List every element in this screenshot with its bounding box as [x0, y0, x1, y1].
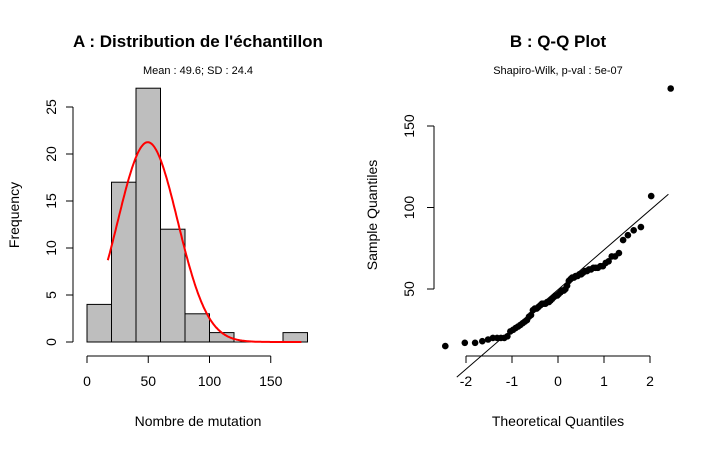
x-tick-label: -1 [506, 373, 519, 389]
panel-b-qq-plot: B : Q-Q Plot Shapiro-Wilk, p-val : 5e-07… [364, 32, 674, 429]
y-tick-label: 100 [401, 196, 417, 220]
qq-point [504, 333, 511, 340]
qq-point [471, 339, 479, 347]
qq-point [630, 227, 637, 234]
qq-points [442, 85, 674, 350]
qq-reference-line [456, 193, 669, 378]
qq-point [647, 192, 655, 200]
panel-b-y-ticks: 50 100 150 [401, 114, 434, 297]
x-tick-label: 0 [554, 373, 562, 389]
qq-point [605, 258, 612, 265]
panel-b-x-label: Theoretical Quantiles [492, 413, 624, 429]
qq-point [667, 85, 674, 92]
panel-b-subtitle: Shapiro-Wilk, p-val : 5e-07 [493, 65, 623, 77]
x-tick-label: 0 [83, 373, 91, 389]
x-tick-label: 2 [646, 373, 654, 389]
panel-b-title: B : Q-Q Plot [510, 32, 607, 51]
x-tick-label: 1 [600, 373, 608, 389]
x-tick-label: 100 [198, 373, 222, 389]
y-tick-label: 25 [43, 99, 59, 115]
histogram-bar [184, 313, 210, 343]
panel-a-y-label: Frequency [6, 182, 22, 248]
histogram-bar [86, 303, 112, 343]
panel-a-histogram: A : Distribution de l'échantillon Mean :… [6, 32, 323, 429]
qq-point [461, 339, 469, 347]
histogram-bar [135, 87, 161, 343]
y-tick-label: 50 [401, 281, 417, 297]
panel-a-title: A : Distribution de l'échantillon [73, 32, 323, 51]
qq-point [637, 223, 645, 231]
y-tick-label: 15 [43, 193, 59, 209]
x-tick-label: 150 [259, 373, 283, 389]
qq-point [624, 231, 632, 239]
panel-a-subtitle: Mean : 49.6; SD : 24.4 [143, 65, 253, 77]
panel-a-x-label: Nombre de mutation [135, 413, 262, 429]
x-tick-label: -2 [460, 373, 473, 389]
qq-point [442, 342, 449, 350]
y-tick-label: 150 [401, 114, 417, 138]
y-tick-label: 0 [43, 338, 59, 346]
y-tick-label: 10 [43, 240, 59, 256]
normal-density-curve [106, 141, 302, 343]
histogram-bar [282, 332, 308, 343]
qq-point [479, 337, 486, 345]
y-tick-label: 20 [43, 146, 59, 162]
histogram-bar [160, 228, 186, 343]
histogram-bar [111, 181, 137, 343]
qq-point [615, 249, 623, 257]
qq-point [619, 236, 627, 244]
panel-b-y-label: Sample Quantiles [364, 160, 380, 271]
panel-b-x-ticks: -2 -1 0 1 2 [460, 356, 654, 389]
panel-a-y-ticks: 0 5 10 15 20 25 [43, 99, 73, 346]
y-tick-label: 5 [43, 291, 59, 299]
x-tick-label: 50 [140, 373, 156, 389]
panel-a-x-ticks: 0 50 100 150 [83, 356, 283, 389]
